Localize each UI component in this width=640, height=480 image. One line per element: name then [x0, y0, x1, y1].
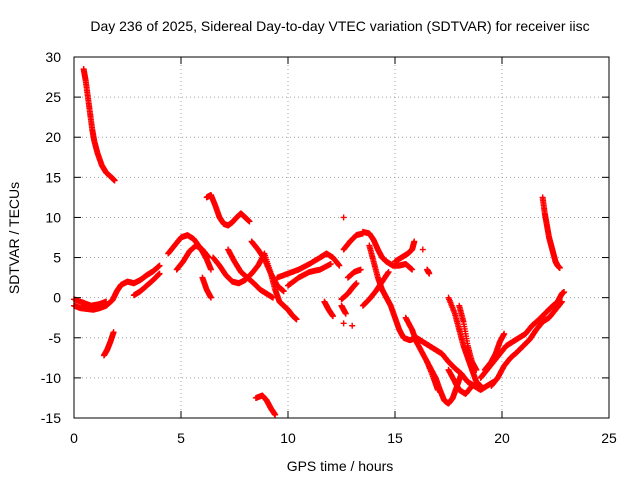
data-point: [434, 386, 441, 393]
data-point: [270, 294, 277, 301]
data-point: [357, 266, 364, 273]
x-tick-label: 25: [601, 430, 617, 446]
x-axis-label: GPS time / hours: [287, 458, 394, 474]
y-tick-label: 10: [45, 209, 61, 225]
data-point: [409, 266, 416, 273]
y-tick-label: 25: [45, 89, 61, 105]
x-tick-label: 5: [177, 430, 185, 446]
plot-area-border: [73, 56, 610, 419]
data-point: [385, 268, 392, 275]
data-point: [561, 289, 568, 296]
data-point: [156, 262, 163, 269]
data-point: [477, 382, 484, 389]
y-tick-label: 30: [45, 49, 61, 65]
data-point: [327, 260, 334, 267]
y-tick-label: -15: [41, 410, 61, 426]
data-point: [336, 262, 343, 269]
data-point: [349, 322, 356, 329]
data-point: [469, 382, 476, 389]
data-point: [156, 270, 163, 277]
data-point: [353, 280, 360, 287]
data-point: [340, 320, 347, 327]
data-point: [280, 288, 287, 295]
x-tick-label: 0: [70, 430, 78, 446]
y-tick-label: 20: [45, 129, 61, 145]
data-point: [329, 313, 336, 320]
chart-title: Day 236 of 2025, Sidereal Day-to-day VTE…: [90, 18, 589, 34]
data-point: [501, 330, 508, 337]
data-point: [272, 411, 279, 418]
data-point: [558, 298, 565, 305]
x-tick-label: 10: [280, 430, 296, 446]
data-point: [207, 294, 214, 301]
x-tick-label: 20: [494, 430, 510, 446]
tick-labels: 0 5 10 15 20 25 -15 -10 -5 0 5 10 15 20 25 30: [41, 49, 617, 446]
y-tick-label: 5: [53, 250, 61, 266]
data-point: [458, 370, 465, 377]
data-point: [111, 177, 118, 184]
y-tick-label: -5: [49, 330, 62, 346]
data-point: [473, 366, 480, 373]
data-point: [411, 238, 418, 245]
data-point: [340, 214, 347, 221]
data-point: [207, 266, 214, 273]
data-point: [293, 316, 300, 323]
x-tick-label: 15: [387, 430, 403, 446]
data-point: [419, 246, 426, 253]
y-tick-label: 0: [53, 290, 61, 306]
data-point: [342, 310, 349, 317]
data-point: [110, 329, 117, 336]
data-point: [556, 264, 563, 271]
data-point: [246, 218, 253, 225]
data-points: [71, 66, 568, 418]
y-tick-label: -10: [41, 370, 61, 386]
data-point: [426, 270, 433, 277]
y-axis-label: SDTVAR / TECUs: [6, 182, 22, 294]
y-tick-label: 15: [45, 169, 61, 185]
data-point: [103, 298, 110, 305]
